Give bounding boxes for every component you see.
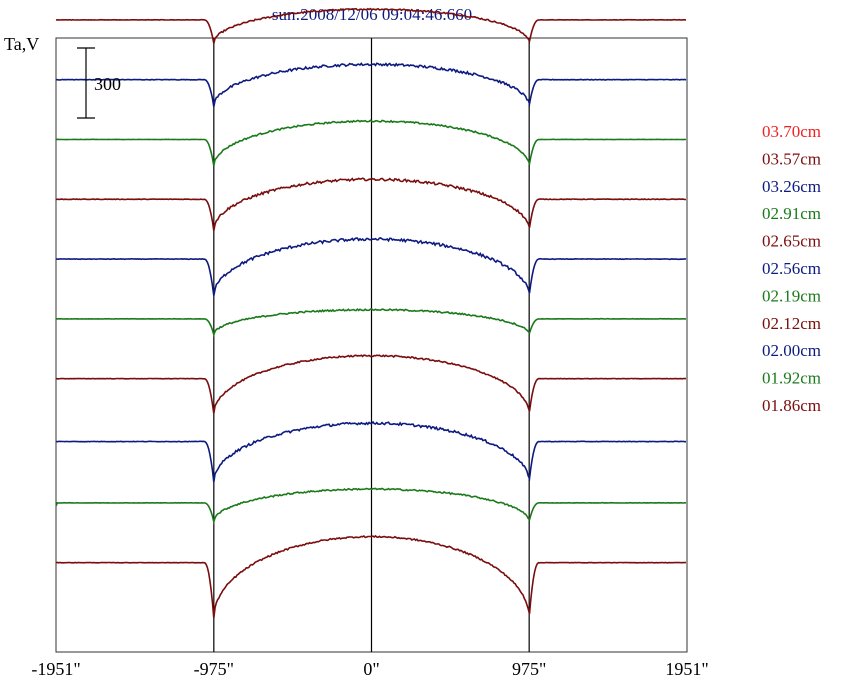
series-line-01-86cm [55,534,686,619]
series-line-03-57cm [55,7,687,44]
series-line-02-00cm [55,420,686,483]
series-line-02-65cm [56,177,686,232]
x-tick-label: 1951" [665,659,708,679]
legend: 03.70cm 03.57cm 03.26cm 02.91cm 02.65cm 02.56… [762,122,821,415]
legend-entry: 03.57cm [762,149,821,168]
legend-entry: 02.19cm [762,286,821,305]
legend-entry: 02.91cm [762,204,821,223]
legend-entry: 02.12cm [762,314,821,333]
series-line-02-19cm [55,307,687,338]
legend-entry: 01.92cm [762,369,821,388]
legend-entry: 02.65cm [762,232,821,251]
legend-entry: 03.26cm [762,177,821,196]
series-group [55,7,687,619]
series-line-03-26cm [56,62,687,108]
y-axis-label: Ta,V [4,34,39,54]
chart-title: sun:2008/12/06 09:04:46.660 [272,5,472,24]
series-line-02-91cm [55,119,687,167]
x-tick-label: -975" [194,659,234,679]
x-tick-label: -1951" [31,659,80,679]
scale-bar-label: 300 [94,74,121,94]
series-line-02-12cm [55,354,686,414]
legend-entry: 02.00cm [762,341,821,360]
legend-entry: 02.56cm [762,259,821,278]
x-tick-label: 0" [363,659,379,679]
x-tick-labels: -1951" -975" 0" 975" 1951" [31,659,708,679]
legend-entry: 03.70cm [762,122,821,141]
series-line-02-56cm [55,237,687,296]
scale-bar: 300 [77,47,121,119]
reference-lines [213,38,530,652]
legend-entry: 01.86cm [762,396,821,415]
x-tick-label: 975" [512,659,546,679]
series-line-01-92cm [55,487,686,525]
